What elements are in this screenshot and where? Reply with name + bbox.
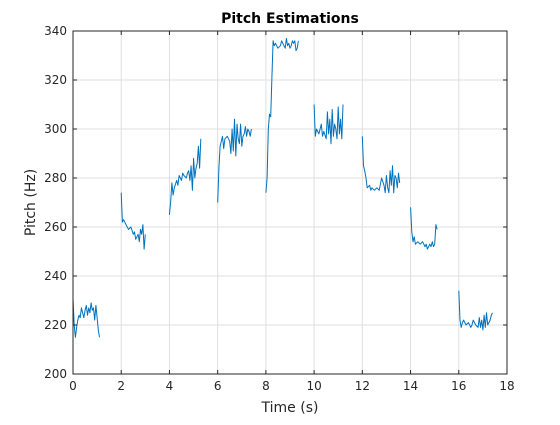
- ticks: 0 2 4 6 8 10 12 14 16 18 200 220 240 260 280 300 320 340: [44, 24, 515, 393]
- pitch-line-segment-6: [313, 104, 344, 145]
- x-tick-label: 12: [355, 379, 370, 393]
- y-tick-label: 300: [44, 122, 67, 136]
- pitch-line-segment-9: [458, 290, 493, 331]
- x-tick-label: 0: [69, 379, 77, 393]
- x-tick-label: 2: [117, 379, 125, 393]
- axes-box: [72, 30, 508, 375]
- y-tick-label: 320: [44, 73, 67, 87]
- x-tick-label: 4: [166, 379, 174, 393]
- y-tick-label: 280: [44, 171, 67, 185]
- x-tick-label: 6: [214, 379, 222, 393]
- pitch-line-segment-4: [217, 118, 252, 203]
- pitch-line-segment-3: [168, 138, 202, 215]
- data-layer: [72, 37, 493, 338]
- y-tick-label: 340: [44, 24, 67, 38]
- pitch-line-segment-8: [410, 207, 438, 250]
- x-tick-label: 16: [451, 379, 466, 393]
- pitch-line-segment-2: [120, 192, 146, 250]
- y-axis-label: Pitch (Hz): [23, 169, 39, 236]
- y-tick-label: 220: [44, 318, 67, 332]
- pitch-line-segment-5: [265, 37, 299, 193]
- x-tick-label: 18: [499, 379, 514, 393]
- pitch-line-segment-1: [72, 298, 100, 338]
- x-tick-label: 8: [262, 379, 270, 393]
- y-tick-label: 240: [44, 269, 67, 283]
- x-axis-label: Time (s): [261, 400, 319, 416]
- chart-title: Pitch Estimations: [221, 11, 359, 27]
- plot-area: [73, 31, 507, 374]
- y-tick-label: 200: [44, 367, 67, 381]
- pitch-line-segment-7: [361, 136, 401, 194]
- x-tick-label: 14: [403, 379, 418, 393]
- y-tick-label: 260: [44, 220, 67, 234]
- x-tick-label: 10: [306, 379, 321, 393]
